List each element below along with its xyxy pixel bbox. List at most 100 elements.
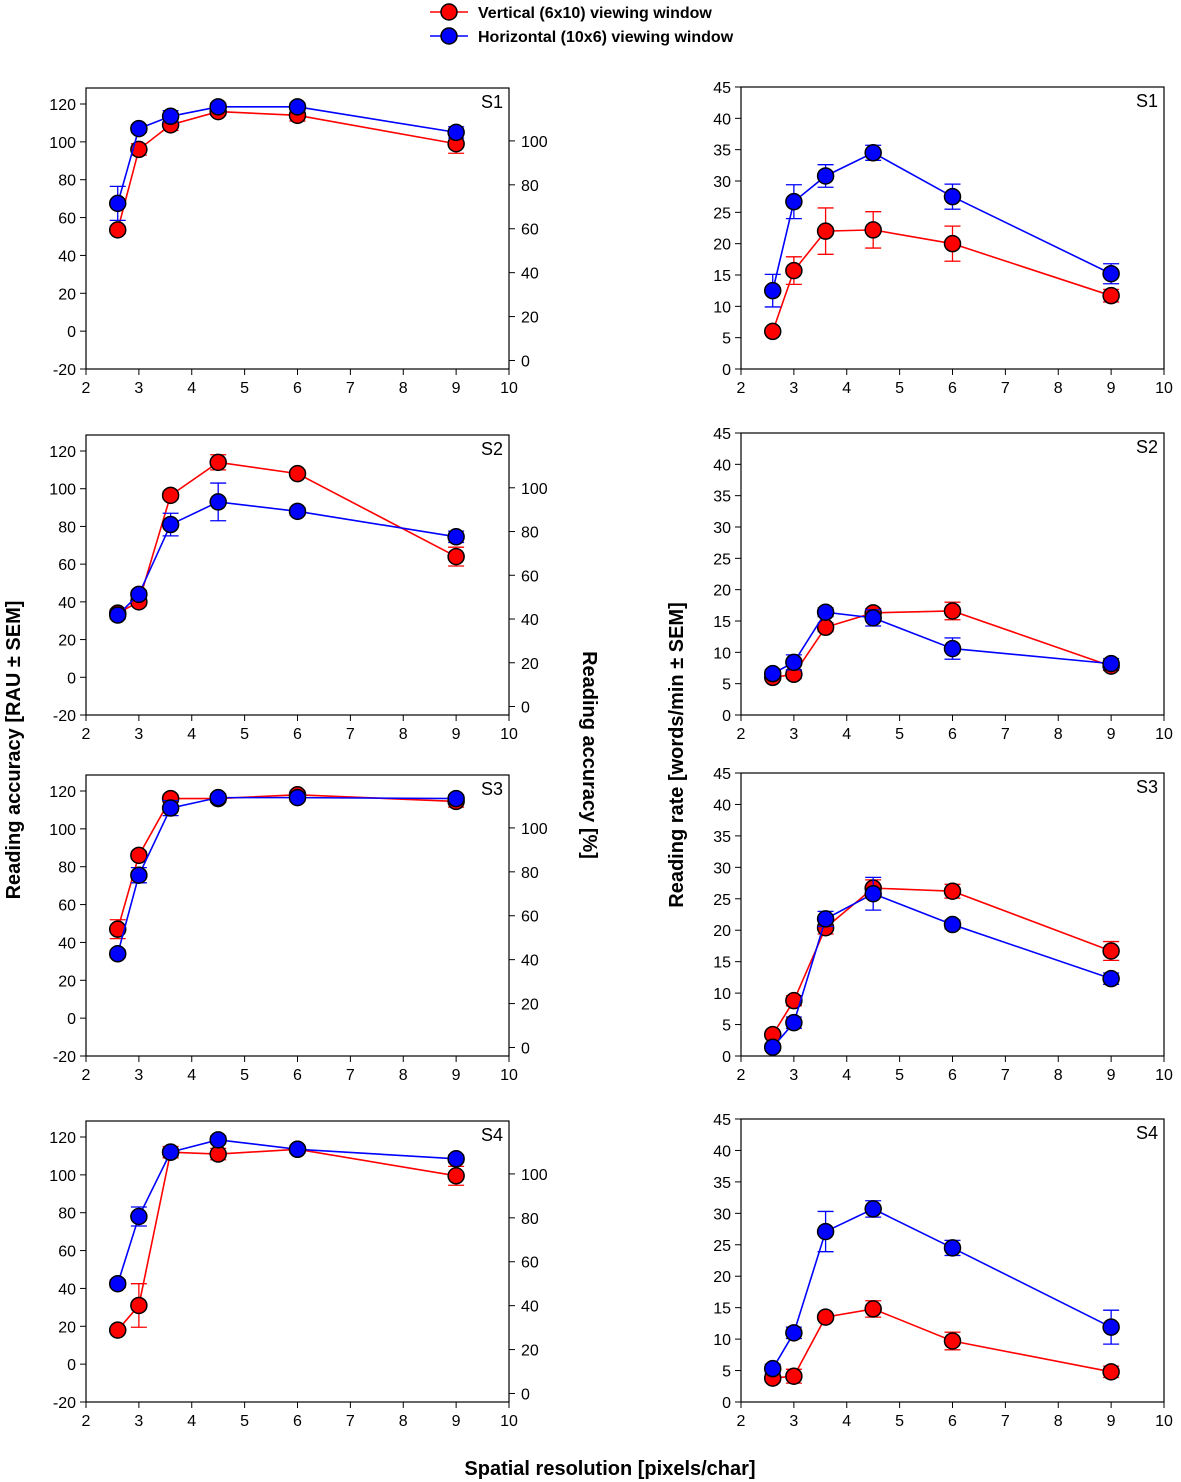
data-point-horizontal <box>864 884 882 903</box>
data-point-horizontal <box>108 194 127 213</box>
y-tick-label: 35 <box>713 143 731 160</box>
data-point-horizontal <box>288 502 307 521</box>
data-point-vertical <box>108 221 127 239</box>
y-tick-label: 40 <box>713 111 731 128</box>
x-tick-label: 7 <box>1001 380 1010 397</box>
x-tick-label: 4 <box>187 1067 196 1084</box>
data-point-horizontal <box>763 1038 782 1056</box>
x-tick-label: 10 <box>1155 380 1173 397</box>
y-tick-label: 100 <box>49 822 76 839</box>
x-tick-label: 7 <box>1001 1413 1010 1430</box>
y-tick-label: 20 <box>58 973 76 990</box>
x-tick-label: 9 <box>1107 1067 1116 1084</box>
data-point-horizontal <box>108 606 127 624</box>
y2-tick-label: 60 <box>521 1255 539 1272</box>
x-tick-label: 10 <box>1155 1413 1173 1430</box>
x-tick-label: 5 <box>240 380 249 397</box>
x-tick-label: 8 <box>1054 726 1063 743</box>
data-point-horizontal <box>130 1207 148 1226</box>
y-axis-title-right: Reading rate [words/min ± SEM] <box>666 602 688 907</box>
x-tick-label: 9 <box>1107 1413 1116 1430</box>
data-point-horizontal <box>108 945 127 963</box>
x-tick-label: 3 <box>134 726 143 743</box>
data-point-vertical <box>1102 1363 1120 1381</box>
data-point-vertical <box>130 846 148 865</box>
y-tick-label: 45 <box>713 80 731 97</box>
y-tick-label: 60 <box>58 211 76 228</box>
x-tick-label: 10 <box>500 1067 518 1084</box>
y-tick-label: 15 <box>713 955 731 972</box>
data-point-horizontal <box>161 1143 180 1161</box>
y-tick-label: 60 <box>58 557 76 574</box>
y2-tick-label: 60 <box>521 222 539 239</box>
legend-marker-vertical <box>440 3 458 21</box>
data-point-horizontal <box>816 910 835 928</box>
y2-tick-label: 0 <box>521 700 530 717</box>
y-tick-label: 25 <box>713 205 731 222</box>
y-tick-label: 45 <box>713 1112 731 1129</box>
data-point-vertical <box>943 1332 962 1350</box>
series-line-vertical <box>117 1148 457 1331</box>
x-tick-label: 5 <box>240 1413 249 1430</box>
subject-label: S3 <box>481 779 503 799</box>
x-tick-label: 9 <box>452 726 461 743</box>
data-point-horizontal <box>161 515 180 534</box>
legend: Vertical (6x10) viewing window Horizonta… <box>430 3 734 46</box>
y-tick-label: 30 <box>713 1206 731 1223</box>
subject-label: S4 <box>481 1125 503 1145</box>
x-tick-label: 7 <box>346 1067 355 1084</box>
x-tick-label: 3 <box>134 1067 143 1084</box>
data-point-horizontal <box>785 653 803 672</box>
x-tick-label: 8 <box>399 380 408 397</box>
y-tick-label: 10 <box>713 645 731 662</box>
y-tick-label: 5 <box>722 1018 731 1035</box>
data-point-horizontal <box>785 1324 803 1342</box>
y-tick-label: -20 <box>53 1395 76 1412</box>
x-tick-label: 3 <box>789 1067 798 1084</box>
data-point-horizontal <box>108 1274 127 1293</box>
y-tick-label: 0 <box>722 362 731 379</box>
data-point-vertical <box>447 547 465 566</box>
subject-label: S4 <box>1136 1123 1158 1143</box>
x-tick-label: 4 <box>842 1413 851 1430</box>
x-tick-label: 4 <box>187 380 196 397</box>
data-point-vertical <box>864 1300 882 1318</box>
y-tick-label: 0 <box>722 1395 731 1412</box>
data-point-vertical <box>130 1296 148 1315</box>
data-point-horizontal <box>209 788 227 807</box>
x-tick-label: 2 <box>82 1067 91 1084</box>
y-tick-label: 40 <box>58 595 76 612</box>
data-point-horizontal <box>161 107 180 126</box>
plot-frame <box>85 1120 510 1403</box>
data-point-horizontal <box>447 123 465 142</box>
data-point-horizontal <box>130 119 148 138</box>
y-axis-title-middle: Reading accuracy [%] <box>578 651 600 859</box>
x-tick-label: 7 <box>346 726 355 743</box>
y-tick-label: -20 <box>53 708 76 725</box>
x-tick-label: 6 <box>293 380 302 397</box>
data-point-horizontal <box>816 1222 835 1241</box>
y2-tick-label: 100 <box>521 1167 548 1184</box>
y-tick-label: 0 <box>722 708 731 725</box>
y2-tick-label: 60 <box>521 909 539 926</box>
data-point-vertical <box>209 453 227 472</box>
y2-tick-label: 20 <box>521 997 539 1014</box>
x-tick-label: 9 <box>452 1413 461 1430</box>
x-tick-label: 8 <box>1054 1413 1063 1430</box>
y-tick-label: 35 <box>713 489 731 506</box>
y-tick-label: 5 <box>722 331 731 348</box>
y2-tick-label: 40 <box>521 266 539 283</box>
y-tick-label: 10 <box>713 299 731 316</box>
y-tick-label: 20 <box>713 237 731 254</box>
x-tick-label: 3 <box>134 1413 143 1430</box>
y-tick-label: 0 <box>67 1011 76 1028</box>
legend-label-horizontal: Horizontal (10x6) viewing window <box>478 29 734 46</box>
y-tick-label: 25 <box>713 1238 731 1255</box>
legend-marker-horizontal <box>440 27 458 45</box>
y-tick-label: 20 <box>58 1319 76 1336</box>
data-point-horizontal <box>816 167 835 185</box>
y-tick-label: 60 <box>58 898 76 915</box>
y-tick-label: 15 <box>713 268 731 285</box>
y-tick-label: 15 <box>713 614 731 631</box>
